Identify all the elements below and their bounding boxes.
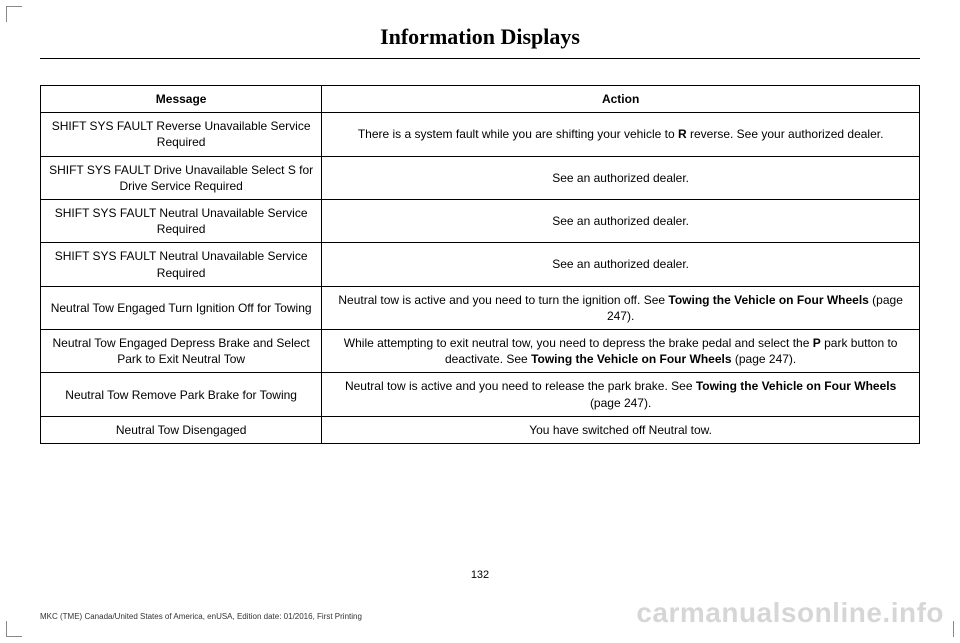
header-message: Message (41, 86, 322, 113)
action-text-bold: P (813, 336, 821, 350)
action-cell: You have switched off Neutral tow. (322, 416, 920, 443)
action-text-bold: Towing the Vehicle on Four Wheels (531, 352, 731, 366)
message-cell: Neutral Tow Engaged Turn Ignition Off fo… (41, 286, 322, 329)
action-cell: While attempting to exit neutral tow, yo… (322, 330, 920, 373)
table-row: SHIFT SYS FAULT Reverse Unavailable Serv… (41, 113, 920, 156)
action-cell: There is a system fault while you are sh… (322, 113, 920, 156)
message-cell: SHIFT SYS FAULT Neutral Unavailable Serv… (41, 243, 322, 286)
watermark: carmanualsonline.info (636, 597, 944, 629)
table-row: SHIFT SYS FAULT Drive Unavailable Select… (41, 156, 920, 199)
action-text: (page 247). (590, 396, 651, 410)
action-text: Neutral tow is active and you need to tu… (338, 293, 668, 307)
crop-mark-bl (6, 621, 22, 637)
message-cell: SHIFT SYS FAULT Drive Unavailable Select… (41, 156, 322, 199)
action-text: Neutral tow is active and you need to re… (345, 379, 696, 393)
page-content: Information Displays Message Action SHIF… (0, 0, 960, 444)
message-cell: Neutral Tow Engaged Depress Brake and Se… (41, 330, 322, 373)
page-number: 132 (0, 569, 960, 581)
table-row: Neutral Tow Engaged Depress Brake and Se… (41, 330, 920, 373)
action-text: See an authorized dealer. (552, 257, 689, 271)
action-text-bold: R (678, 127, 687, 141)
page-title: Information Displays (40, 24, 920, 58)
action-cell: See an authorized dealer. (322, 243, 920, 286)
messages-table: Message Action SHIFT SYS FAULT Reverse U… (40, 85, 920, 444)
table-row: Neutral Tow Engaged Turn Ignition Off fo… (41, 286, 920, 329)
message-cell: Neutral Tow Disengaged (41, 416, 322, 443)
crop-mark-br (953, 621, 954, 637)
header-action: Action (322, 86, 920, 113)
action-text: (page 247). (732, 352, 797, 366)
table-header-row: Message Action (41, 86, 920, 113)
title-rule (40, 58, 920, 59)
action-text-bold: Towing the Vehicle on Four Wheels (696, 379, 896, 393)
message-cell: Neutral Tow Remove Park Brake for Towing (41, 373, 322, 416)
action-text: There is a system fault while you are sh… (358, 127, 678, 141)
action-text: While attempting to exit neutral tow, yo… (344, 336, 813, 350)
action-text: See an authorized dealer. (552, 171, 689, 185)
action-cell: See an authorized dealer. (322, 156, 920, 199)
footer-text: MKC (TME) Canada/United States of Americ… (40, 612, 362, 621)
table-row: Neutral Tow Disengaged You have switched … (41, 416, 920, 443)
action-cell: Neutral tow is active and you need to re… (322, 373, 920, 416)
message-cell: SHIFT SYS FAULT Reverse Unavailable Serv… (41, 113, 322, 156)
action-text: You have switched off Neutral tow. (529, 423, 712, 437)
action-text: See an authorized dealer. (552, 214, 689, 228)
table-row: SHIFT SYS FAULT Neutral Unavailable Serv… (41, 243, 920, 286)
action-text-bold: Towing the Vehicle on Four Wheels (668, 293, 868, 307)
table-row: SHIFT SYS FAULT Neutral Unavailable Serv… (41, 199, 920, 242)
crop-mark-tl (6, 6, 22, 22)
table-row: Neutral Tow Remove Park Brake for Towing… (41, 373, 920, 416)
action-cell: Neutral tow is active and you need to tu… (322, 286, 920, 329)
action-text: reverse. See your authorized dealer. (687, 127, 884, 141)
message-cell: SHIFT SYS FAULT Neutral Unavailable Serv… (41, 199, 322, 242)
action-cell: See an authorized dealer. (322, 199, 920, 242)
